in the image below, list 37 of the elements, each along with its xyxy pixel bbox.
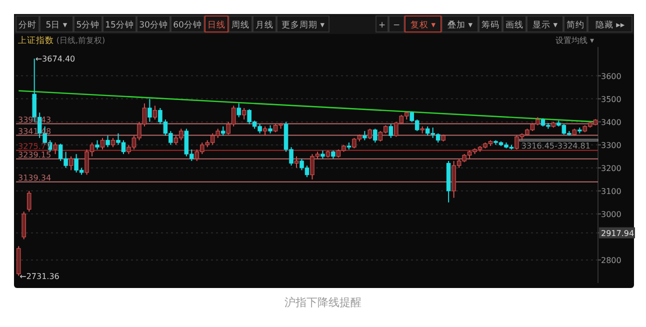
band-label: 3316.45-3324.81 <box>521 142 590 151</box>
chart-title: 上证指数 <box>18 35 54 46</box>
button: 更多周期 ▾ <box>276 16 330 32</box>
button: 显示 ▾ <box>526 16 564 32</box>
button: + <box>376 16 388 32</box>
button: 隐藏 ▸▸ <box>588 16 632 32</box>
button: 5日 ▾ <box>40 16 74 32</box>
text: 设置均线 ▾ <box>555 36 594 45</box>
button: 复权 ▾ <box>404 16 442 32</box>
button: 60分钟 <box>170 16 204 32</box>
y-tick-label: 3400 <box>601 118 622 127</box>
button: 画线 <box>502 16 526 32</box>
ref-line-label: 3139.34 <box>18 173 52 182</box>
y-tick-label: 2800 <box>601 256 622 265</box>
text: 沪指下降线提醒 <box>284 296 362 309</box>
y-tick-label: 2917.94 <box>601 228 634 238</box>
y-tick-label: 3200 <box>601 164 622 173</box>
button: − <box>388 16 404 32</box>
y-tick-label: 3100 <box>601 186 622 196</box>
y-tick-label: 3300 <box>601 140 622 150</box>
annotation: ←3674.40 <box>35 54 76 64</box>
button: 30分钟 <box>136 16 170 32</box>
button: 15分钟 <box>102 16 136 32</box>
button: 5分钟 <box>74 16 102 32</box>
button: 简约 <box>564 16 588 32</box>
annotation: ←2731.36 <box>20 272 60 281</box>
y-tick-label: 3000 <box>601 210 622 219</box>
button: 叠加 ▾ <box>442 16 478 32</box>
button: 月线 <box>252 16 276 32</box>
button: 筹码 <box>478 16 502 32</box>
button: 分时 <box>16 16 40 32</box>
button: 日线 <box>204 16 228 32</box>
ref-line-label: 3239.15 <box>18 150 52 160</box>
y-tick-label: 3500 <box>601 94 622 104</box>
y-tick-label: 3600 <box>601 72 622 81</box>
chart-subtitle: (日线,前复权) <box>56 36 106 45</box>
button: 周线 <box>228 16 252 32</box>
